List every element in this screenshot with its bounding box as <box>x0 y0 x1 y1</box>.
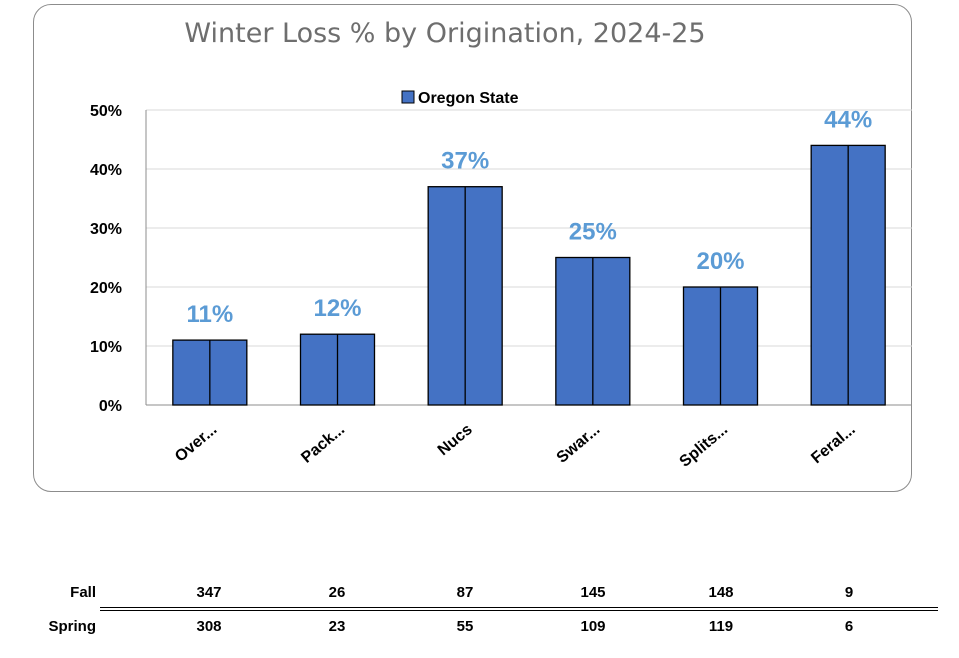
data-label: 25% <box>569 219 617 246</box>
x-tick-label: Over... <box>172 421 220 465</box>
table-cell: 347 <box>196 584 222 601</box>
x-tick-label: Pack... <box>298 421 348 467</box>
legend-label: Oregon State <box>418 90 519 107</box>
table-cell: 308 <box>196 618 222 635</box>
table-cell: 26 <box>328 584 346 601</box>
table-cell: 55 <box>456 618 474 635</box>
y-tick-label: 10% <box>90 339 122 356</box>
bar <box>810 144 886 406</box>
y-tick-label: 30% <box>90 221 122 238</box>
y-tick-label: 0% <box>99 398 122 415</box>
table-divider <box>100 607 938 611</box>
row-label-spring: Spring <box>48 618 97 635</box>
table-cell: 9 <box>844 584 854 601</box>
bar <box>299 333 376 406</box>
table-cell: 145 <box>580 584 606 601</box>
bars <box>172 144 886 406</box>
data-label: 20% <box>696 248 744 275</box>
table-cell: 23 <box>328 618 346 635</box>
gridlines <box>145 109 912 406</box>
table-row-spring: Spring 308 23 55 109 119 6 <box>0 614 959 638</box>
table-cell: 87 <box>456 584 474 601</box>
y-tick-label: 40% <box>90 162 122 179</box>
legend-swatch <box>401 90 415 104</box>
bar <box>427 186 503 406</box>
bar <box>172 339 248 406</box>
table-cell: 6 <box>844 618 854 635</box>
data-label: 11% <box>186 301 233 328</box>
data-label: 37% <box>441 148 489 175</box>
chart-title: Winter Loss % by Origination, 2024-25 <box>184 18 705 49</box>
x-tick-label: Swar... <box>554 421 604 467</box>
y-tick-label: 20% <box>90 280 122 297</box>
x-tick-label: Splits... <box>677 421 732 471</box>
x-tick-label: Nucs <box>435 421 476 459</box>
bar <box>555 256 631 406</box>
y-axis-ticks: 0% 10% 20% 30% 40% 50% <box>90 103 122 415</box>
table-cell: 109 <box>580 618 606 635</box>
table-cell: 148 <box>708 584 734 601</box>
data-labels: 11% 12% 37% 25% 20% 44% <box>186 106 872 328</box>
legend: Oregon State <box>401 90 519 107</box>
bar-chart: Winter Loss % by Origination, 2024-25 Or… <box>90 18 912 471</box>
data-label: 44% <box>824 106 872 133</box>
bar <box>682 286 759 406</box>
table-cell: 119 <box>708 618 734 635</box>
table-row-fall: Fall 347 26 87 145 148 9 <box>0 580 959 604</box>
y-tick-label: 50% <box>90 103 122 120</box>
row-label-fall: Fall <box>70 584 96 601</box>
x-tick-label: Feral... <box>808 421 858 467</box>
x-axis-ticks: Over... Pack... Nucs Swar... Splits... Feral.… <box>172 421 859 471</box>
data-label: 12% <box>313 295 361 322</box>
